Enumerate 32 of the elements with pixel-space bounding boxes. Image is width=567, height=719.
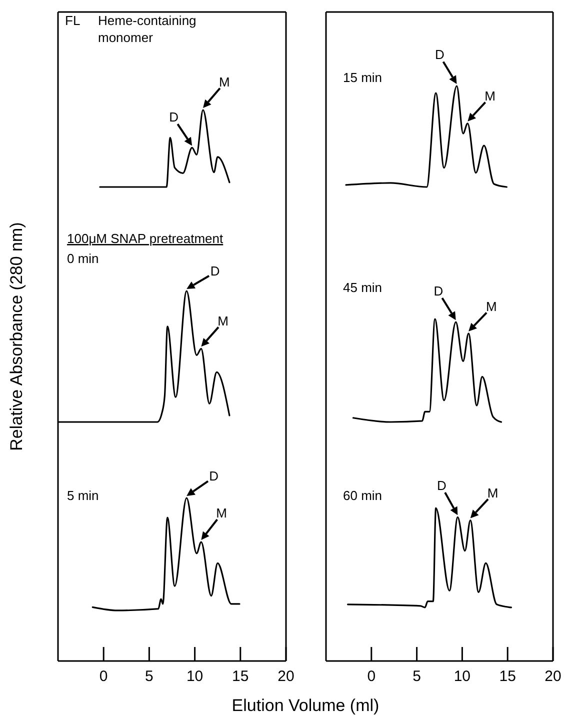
x-tick-label: 20 xyxy=(544,668,562,685)
annotation: M xyxy=(487,485,498,500)
annotation: D xyxy=(434,47,444,62)
x-tick-label: 10 xyxy=(454,668,471,685)
x-tick-label: 5 xyxy=(412,668,421,685)
x-tick-label: 0 xyxy=(99,668,108,685)
annotation: D xyxy=(434,283,444,298)
annotation: M xyxy=(484,88,496,104)
chart-title: 5 min xyxy=(67,488,99,503)
x-tick-label: 5 xyxy=(145,668,154,685)
chart-title: 15 min xyxy=(343,70,382,85)
y-axis-title: Relative Absorbance (280 nm) xyxy=(7,222,26,451)
x-tick-label: 20 xyxy=(278,668,294,685)
annotation: D xyxy=(169,110,178,125)
annotation: M xyxy=(216,505,227,520)
x-tick-label: 15 xyxy=(232,668,249,685)
x-tick-label: 15 xyxy=(499,668,516,685)
annotation: D xyxy=(209,468,218,484)
annotation: D xyxy=(210,264,220,279)
chart-title: 0 min xyxy=(67,251,99,266)
x-tick-label: 10 xyxy=(186,668,204,685)
annotation: M xyxy=(219,74,230,90)
chart-title: 45 min xyxy=(343,280,382,295)
x-tick-label: 0 xyxy=(367,668,376,685)
chart-title: 60 min xyxy=(343,488,382,503)
x-axis-title: Elution Volume (ml) xyxy=(232,696,380,715)
annotation: M xyxy=(218,313,229,328)
chart-title: FL xyxy=(65,13,80,28)
text: 100μM SNAP pretreatment xyxy=(67,231,224,246)
annotation: M xyxy=(486,299,497,314)
chart-subtitle: Heme-containing monomer xyxy=(98,13,196,45)
annotation: D xyxy=(436,478,446,493)
